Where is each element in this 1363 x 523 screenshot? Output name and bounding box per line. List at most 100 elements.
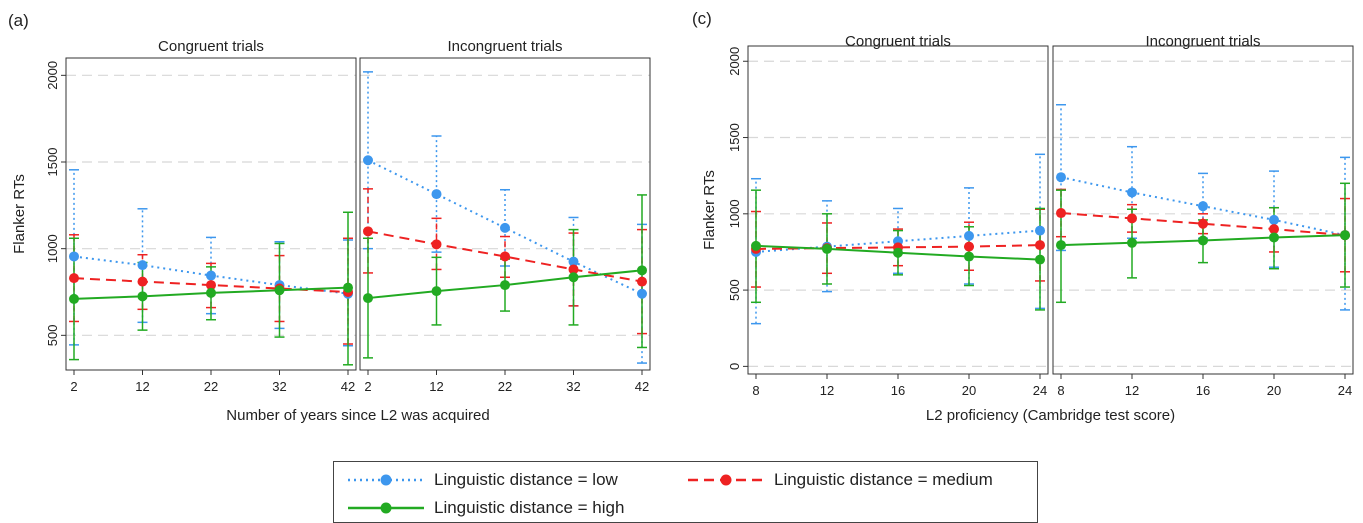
panel-0-facet-0-xtick-label: 32 bbox=[272, 379, 286, 394]
legend-label-medium: Linguistic distance = medium bbox=[774, 470, 993, 489]
panel-1-facet-1-point-high bbox=[1198, 235, 1208, 246]
panel-1-ytick-label: 1000 bbox=[727, 199, 742, 228]
panel-0-ylabel: Flanker RTs bbox=[11, 174, 28, 254]
legend-swatch-low bbox=[348, 474, 424, 486]
panel-0-facet-1-xtick-label: 42 bbox=[635, 379, 649, 394]
panel-1-facet-0-point-high bbox=[964, 251, 974, 262]
panel-1-facet-0-point-low bbox=[1035, 225, 1045, 236]
panel-1-facet-1-point-low bbox=[1056, 172, 1066, 183]
panel-0-facet-1-xtick-label: 22 bbox=[498, 379, 512, 394]
panel-1-facet-0-point-low bbox=[964, 230, 974, 241]
panel-1-xlabel: L2 proficiency (Cambridge test score) bbox=[926, 407, 1175, 424]
panel-1-facet-1-xtick-label: 24 bbox=[1338, 383, 1352, 398]
panel-0-facet-1-xtick-label: 32 bbox=[566, 379, 580, 394]
panel-1-facet-0-xtick-label: 8 bbox=[752, 383, 759, 398]
panel-1-facet-1-xtick-label: 20 bbox=[1267, 383, 1281, 398]
panel-1-facet-1-title: Incongruent trials bbox=[1145, 33, 1260, 50]
panel-0-facet-0-point-high bbox=[343, 282, 353, 293]
panel-1-ytick-label: 1500 bbox=[727, 123, 742, 152]
panel-0-facet-0-point-high bbox=[137, 291, 148, 302]
legend-label-low: Linguistic distance = low bbox=[434, 470, 618, 489]
panel-1-facet-1-point-high bbox=[1269, 232, 1279, 243]
panel-0-facet-1-xtick-label: 2 bbox=[364, 379, 371, 394]
panel-0-ytick-label: 1000 bbox=[45, 234, 60, 263]
panel-0-facet-0-xtick-label: 2 bbox=[70, 379, 77, 394]
panel-1-facet-1-point-high bbox=[1340, 230, 1350, 241]
panel-0-ytick-label: 2000 bbox=[45, 61, 60, 90]
panel-1-facet-1-xtick-label: 12 bbox=[1125, 383, 1139, 398]
panel-0-facet-1-point-medium bbox=[431, 239, 442, 250]
panel-1-facet-1-point-medium bbox=[1198, 218, 1208, 229]
panel-0-facet-0-point-medium bbox=[206, 280, 216, 291]
panel-0-facet-1-point-medium bbox=[500, 251, 510, 262]
panel-0-facet-0-point-low bbox=[206, 270, 216, 281]
panel-0-facet-0-frame bbox=[65, 57, 357, 371]
panel-1-facet-0-xtick-label: 24 bbox=[1033, 383, 1047, 398]
panel-0-facet-0-xtick-label: 12 bbox=[135, 379, 149, 394]
panel-1-facet-0-xtick-label: 20 bbox=[962, 383, 976, 398]
panel-1-facet-0-point-high bbox=[1035, 254, 1045, 265]
panel-1-facet-0-point-medium bbox=[1035, 240, 1045, 251]
panel-1-ytick-label: 2000 bbox=[727, 47, 742, 76]
panel-0-facet-1-point-medium bbox=[637, 276, 647, 287]
panel-0-facet-1-point-high bbox=[431, 286, 442, 297]
panel-1-facet-1-point-low bbox=[1269, 214, 1279, 225]
panel-1-ytick-label: 0 bbox=[727, 363, 742, 370]
panel-0-facet-0-point-high bbox=[206, 287, 216, 298]
legend: Linguistic distance = low Linguistic dis… bbox=[333, 461, 1038, 523]
panel-0-facet-0-point-medium bbox=[137, 276, 148, 287]
panel-0-facet-1-point-high bbox=[500, 280, 510, 291]
panel-1-ytick-label: 500 bbox=[727, 279, 742, 301]
panel-0-label: (a) bbox=[8, 11, 29, 30]
panel-0-facet-0-point-low bbox=[69, 251, 79, 262]
panel-0-facet-0-point-low bbox=[137, 260, 148, 271]
panel-0-facet-1-point-low bbox=[637, 288, 647, 299]
panel-0-facet-1-point-high bbox=[568, 272, 579, 283]
panel-0-facet-0-point-high bbox=[69, 293, 79, 304]
panel-1-ylabel: Flanker RTs bbox=[701, 170, 718, 250]
legend-item-high: Linguistic distance = high bbox=[346, 495, 624, 521]
panel-0-facet-1-xtick-label: 12 bbox=[429, 379, 443, 394]
panel-1-facet-1-xtick-label: 16 bbox=[1196, 383, 1210, 398]
legend-item-low: Linguistic distance = low bbox=[346, 467, 618, 493]
panel-0-xlabel: Number of years since L2 was acquired bbox=[226, 407, 489, 424]
panel-1-facet-0-frame bbox=[747, 45, 1049, 375]
legend-swatch-high bbox=[348, 502, 424, 514]
panel-1-facet-1-point-low bbox=[1127, 187, 1137, 198]
panel-0-facet-0-point-medium bbox=[69, 273, 79, 284]
panel-0-ytick-label: 500 bbox=[45, 324, 60, 346]
panel-1-facet-1-point-medium bbox=[1127, 213, 1137, 224]
panel-0-facet-1-point-low bbox=[568, 256, 579, 267]
legend-swatch-medium bbox=[688, 474, 764, 486]
panel-1-facet-1-point-medium bbox=[1056, 208, 1066, 219]
panel-0-facet-1-point-high bbox=[637, 265, 647, 276]
legend-label-high: Linguistic distance = high bbox=[434, 498, 625, 517]
panel-1-facet-1-point-high bbox=[1127, 237, 1137, 248]
panel-0-facet-0-xtick-label: 22 bbox=[204, 379, 218, 394]
panel-0-facet-0-title: Congruent trials bbox=[158, 38, 264, 55]
panel-1-facet-0-point-high bbox=[751, 240, 761, 251]
panel-1-label: (c) bbox=[692, 9, 712, 28]
panel-0-facet-1-point-medium bbox=[568, 264, 579, 275]
panel-0-facet-1-point-low bbox=[500, 222, 510, 233]
panel-0-facet-1-point-low bbox=[363, 155, 373, 166]
legend-item-medium: Linguistic distance = medium bbox=[686, 467, 993, 493]
panel-0-facet-0-point-high bbox=[274, 285, 285, 296]
figure-canvas: (a) Flanker RTs Number of years since L2 w… bbox=[8, 9, 1354, 424]
panel-0-ytick-label: 1500 bbox=[45, 148, 60, 177]
panel-1-facet-0-title: Congruent trials bbox=[845, 33, 951, 50]
panel-1-facet-0-xtick-label: 12 bbox=[820, 383, 834, 398]
panel-1-facet-0-point-high bbox=[893, 247, 903, 258]
panel-1-facet-1-xtick-label: 8 bbox=[1057, 383, 1064, 398]
panel-1-facet-1-point-high bbox=[1056, 240, 1066, 251]
panel-0-facet-1-title: Incongruent trials bbox=[447, 38, 562, 55]
panel-0-facet-1-point-low bbox=[431, 189, 442, 200]
panel-1-facet-1-point-low bbox=[1198, 201, 1208, 212]
panel-1-facet-0-xtick-label: 16 bbox=[891, 383, 905, 398]
panel-1-facet-0-point-medium bbox=[964, 241, 974, 252]
panel-1-facet-0-point-high bbox=[822, 243, 832, 254]
panel-1-facet-1-point-medium bbox=[1269, 224, 1279, 235]
panel-0-facet-1-point-medium bbox=[363, 226, 373, 237]
panel-0-facet-1-point-high bbox=[363, 293, 373, 304]
panel-0-facet-1-line-medium bbox=[367, 230, 643, 283]
